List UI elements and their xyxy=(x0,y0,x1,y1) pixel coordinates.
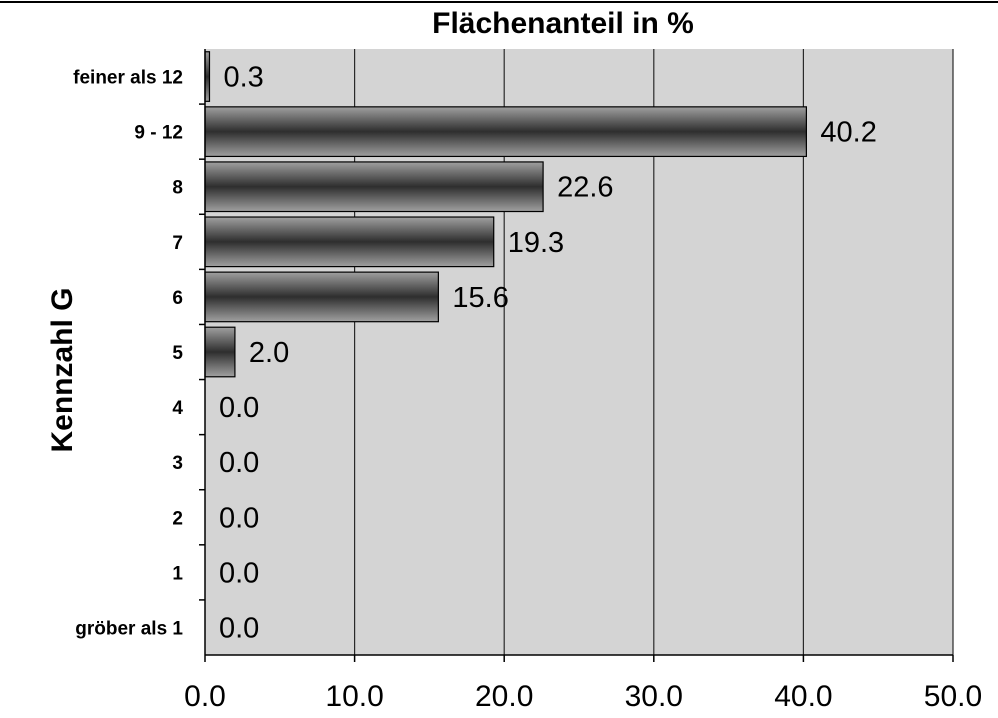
data-label: 40.2 xyxy=(820,117,876,149)
data-label: 2.0 xyxy=(249,337,289,369)
x-tick-label: 0.0 xyxy=(184,680,226,713)
y-axis-label: Kennzahl G xyxy=(46,287,79,452)
data-labels: 0.3 40.2 22.6 19.315.6 2.0 0.0 0.0 0.0 0.0 0.0 xyxy=(219,62,877,645)
category-label: 2 xyxy=(172,508,183,529)
chart-title: Flächenanteil in % xyxy=(432,7,694,40)
x-tick-label: 30.0 xyxy=(625,680,683,713)
bars xyxy=(204,51,807,378)
category-label: 5 xyxy=(172,343,183,364)
bar xyxy=(204,216,495,268)
data-label: 0.0 xyxy=(219,612,259,644)
x-tick-label: 10.0 xyxy=(325,680,383,713)
bar xyxy=(204,161,544,213)
category-label: 6 xyxy=(172,288,183,309)
data-label: 0.0 xyxy=(219,502,259,534)
category-label: 3 xyxy=(172,453,183,474)
x-tick-labels: 0.0 10.0 20.0 30.0 40.0 50.0 xyxy=(184,680,982,713)
data-label: 15.6 xyxy=(452,282,508,314)
x-tick-label: 20.0 xyxy=(475,680,533,713)
category-label: 1 xyxy=(172,563,183,584)
category-label: feiner als 12 xyxy=(73,68,183,89)
category-label: 8 xyxy=(172,178,183,199)
data-label: 22.6 xyxy=(557,172,613,204)
data-label: 19.3 xyxy=(508,227,564,259)
category-labels: feiner als 12 9 - 12 8 7 6 5 4 3 2 1 gröber als 1 xyxy=(73,68,183,640)
category-label: gröber als 1 xyxy=(75,618,183,639)
bar xyxy=(204,106,807,158)
bar xyxy=(204,326,236,378)
data-label: 0.3 xyxy=(223,62,263,94)
data-label: 0.0 xyxy=(219,392,259,424)
category-label: 4 xyxy=(172,398,183,419)
x-tick-label: 50.0 xyxy=(924,680,982,713)
category-label: 9 - 12 xyxy=(134,123,183,144)
category-label: 7 xyxy=(172,233,183,254)
bar xyxy=(204,271,439,323)
data-label: 0.0 xyxy=(219,557,259,589)
x-tick-label: 40.0 xyxy=(774,680,832,713)
data-label: 0.0 xyxy=(219,447,259,479)
